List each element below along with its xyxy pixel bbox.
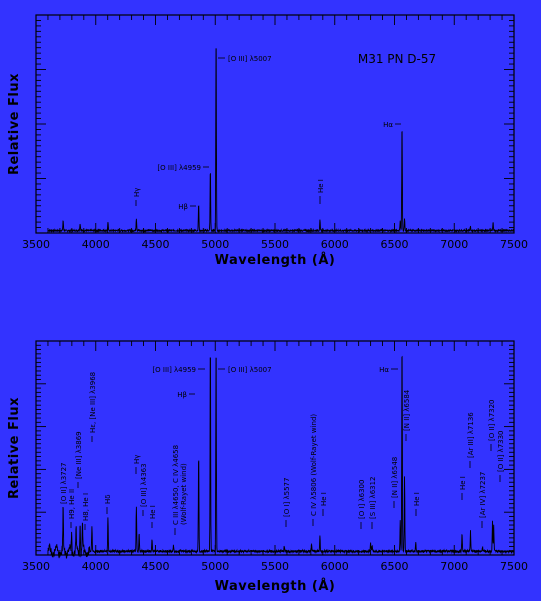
bottom-label-he1-5876: He I [320,492,328,506]
top-axis-ticks [35,15,515,233]
top-y-axis-label: Relative Flux [7,73,22,175]
bottom-label-he1-6678: He I [413,492,421,506]
bottom-label-o1-5577: [O I] λ5577 [283,478,291,517]
top-x-tick-labels: 3500 4000 4500 5000 5500 6000 6500 7000 7500 [22,238,528,251]
bottom-x-tick-label: 4500 [142,560,170,573]
bottom-label-o2-7320: [O II] λ7320 [488,399,496,441]
bottom-label-o1-6300: [O I] λ6300 [358,480,366,519]
bottom-label-o2-7330: [O II] λ7330 [497,430,505,472]
top-x-axis-label: Wavelength (Å) [215,252,336,268]
bottom-label-hdelta: Hδ [104,494,112,504]
top-x-tick-label: 5500 [261,238,289,251]
top-label-o3-5007: [O III] λ5007 [228,55,272,63]
bottom-label-heps: Hε, [Ne III] λ3968 [89,372,97,433]
top-label-halpha: Hα [383,121,393,129]
bottom-spectrum-line [47,355,514,559]
bottom-x-tick-label: 7500 [500,560,528,573]
bottom-x-tick-label: 7000 [440,560,468,573]
bottom-label-he1-7065: He I [459,476,467,490]
top-plot-frame [35,14,515,234]
top-x-tick-label: 6000 [321,238,349,251]
bottom-y-axis-label: Relative Flux [7,397,22,499]
bottom-x-tick-label: 6000 [321,560,349,573]
bottom-panel: 3500 4000 4500 5000 5500 6000 6500 7000 7500 Wav… [7,340,528,594]
bottom-x-tick-label: 4000 [82,560,110,573]
top-x-tick-label: 3500 [22,238,50,251]
top-spectrum-line [47,48,515,234]
top-label-hbeta: Hβ [178,203,188,211]
bottom-label-halpha: Hα [379,366,389,374]
bottom-label-wr-wind: (Wolf-Rayet wind) [180,463,188,525]
bottom-x-tick-label: 5000 [201,560,229,573]
bottom-label-o3-4959: [O III] λ4959 [152,366,196,374]
bottom-x-tick-labels: 3500 4000 4500 5000 5500 6000 6500 7000 7500 [22,560,528,573]
bottom-label-h9: H9, He II [68,489,76,519]
top-x-tick-label: 4500 [142,238,170,251]
bottom-x-axis-label: Wavelength (Å) [215,578,336,594]
top-x-tick-label: 6500 [381,238,409,251]
top-x-tick-label: 7500 [500,238,528,251]
bottom-label-h8: H8, He I [82,493,90,521]
bottom-label-ar4-7237: [Ar IV] λ7237 [479,472,487,518]
bottom-label-hbeta: Hβ [177,391,187,399]
bottom-label-o3-4363: [O III] λ4363 [140,463,148,507]
bottom-label-n2-6584: [N II] λ6584 [403,389,411,431]
bottom-x-tick-label: 5500 [261,560,289,573]
bottom-plot-frame [35,340,515,556]
top-x-tick-label: 4000 [82,238,110,251]
bottom-x-tick-label: 3500 [22,560,50,573]
bottom-label-he1-4471: He I [149,505,157,519]
bottom-x-tick-label: 6500 [381,560,409,573]
bottom-label-hgamma: Hγ [133,455,141,464]
bottom-label-s3-6312: [S III] λ6312 [369,476,377,519]
top-x-tick-label: 7000 [440,238,468,251]
bottom-label-o2-3727: [O II] λ3727 [60,462,68,504]
bottom-label-c3-c4: C III λ4650, C IV λ4658 [172,445,180,525]
bottom-label-ar3-7136: [Ar III] λ7136 [467,412,475,458]
top-x-tick-label: 5000 [201,238,229,251]
top-chart-title: M31 PN D-57 [358,52,436,66]
top-label-hgamma: Hγ [133,188,141,197]
bottom-label-c4-5806: C IV λ5806 (Wolf-Rayet wind) [310,414,318,516]
top-panel: 3500 4000 4500 5000 5500 6000 6500 7000 7500 Wav… [7,14,528,268]
top-label-he1: He I [317,179,325,193]
bottom-label-o3-5007: [O III] λ5007 [228,366,272,374]
bottom-label-ne3-a: [Ne III] λ3869 [75,431,83,479]
bottom-label-n2-6548: [N II] λ6548 [391,457,399,498]
top-label-o3-4959: [O III] λ4959 [157,164,201,172]
